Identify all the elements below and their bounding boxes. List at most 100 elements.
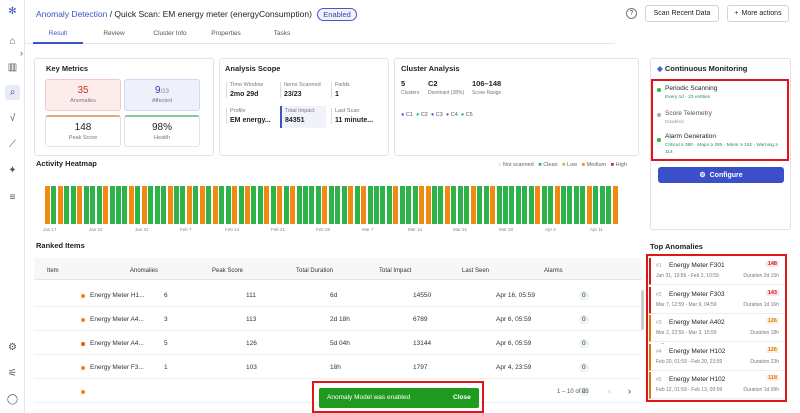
table-scrollbar[interactable]: [641, 290, 644, 330]
heatmap-cell[interactable]: [380, 186, 386, 224]
trend-icon[interactable]: ⟋: [9, 139, 16, 150]
monitor-item-name[interactable]: Alarm Generation: [665, 133, 716, 140]
heatmap-cell[interactable]: [393, 186, 399, 224]
heatmap-cell[interactable]: [186, 186, 192, 224]
app-logo-icon[interactable]: ✻: [8, 6, 17, 17]
tab-review[interactable]: Review: [103, 30, 125, 37]
heatmap-cell[interactable]: [270, 186, 276, 224]
anomaly-card[interactable]: #3 Energy Meter A402 Mar 2, 22:59 - Mar 3,…: [649, 315, 784, 342]
anomaly-card[interactable]: #5 Energy Meter H102 Feb 12, 01:59 - Feb 1…: [649, 372, 784, 399]
heatmap-cell[interactable]: [219, 186, 225, 224]
heatmap-cell[interactable]: [264, 186, 270, 224]
chart-bar-icon[interactable]: ▥: [7, 62, 18, 73]
tab-properties[interactable]: Properties: [211, 30, 241, 37]
heatmap-cell[interactable]: [109, 186, 115, 224]
heatmap-cell[interactable]: [199, 186, 205, 224]
heatmap-cell[interactable]: [322, 186, 328, 224]
anomaly-card[interactable]: #2 Energy Meter F303 Mar 7, 12:59 - Mar 9,…: [649, 286, 784, 314]
column-header-anomalies[interactable]: Anomalies: [130, 268, 159, 274]
table-row[interactable]: Energy Meter F3... 1 103 18h 1797 Apr 4, 23:5…: [34, 355, 666, 379]
heatmap-cell[interactable]: [328, 186, 334, 224]
heatmap-cell[interactable]: [128, 186, 134, 224]
tab-result[interactable]: Result: [33, 30, 83, 44]
heatmap-cell[interactable]: [483, 186, 489, 224]
anomaly-card[interactable]: #1 Energy Meter F301 Jan 31, 10:59 - Feb 2…: [649, 258, 784, 285]
heatmap-cell[interactable]: [135, 186, 141, 224]
heatmap-cell[interactable]: [161, 186, 167, 224]
heatmap-cell[interactable]: [528, 186, 534, 224]
column-header-item[interactable]: Item: [47, 268, 59, 274]
heatmap-cell[interactable]: [496, 186, 502, 224]
heatmap-cell[interactable]: [432, 186, 437, 224]
heatmap-cell[interactable]: [212, 186, 218, 224]
heatmap-cell[interactable]: [174, 186, 179, 224]
home-icon[interactable]: ⌂: [9, 36, 16, 47]
heatmap-cell[interactable]: [419, 186, 425, 224]
heatmap-cell[interactable]: [141, 186, 147, 224]
heatmap-cell[interactable]: [561, 186, 566, 224]
heatmap-cell[interactable]: [541, 186, 547, 224]
heatmap-cell[interactable]: [232, 186, 238, 224]
heatmap-cell[interactable]: [154, 186, 160, 224]
monitor-item-name[interactable]: Score Telemetry: [665, 110, 712, 117]
heatmap-cell[interactable]: [296, 186, 302, 224]
heatmap-cell[interactable]: [341, 186, 347, 224]
heatmap-cell[interactable]: [277, 186, 283, 224]
heatmap-cell[interactable]: [206, 186, 212, 224]
menu-icon[interactable]: ≡: [9, 192, 16, 203]
heatmap-cell[interactable]: [399, 186, 405, 224]
prev-page-icon[interactable]: ‹: [608, 386, 611, 396]
heatmap-cell[interactable]: [612, 186, 618, 224]
heatmap-cell[interactable]: [425, 186, 431, 224]
heatmap-cell[interactable]: [83, 186, 89, 224]
heatmap-cell[interactable]: [335, 186, 341, 224]
toast-close-button[interactable]: Close: [453, 394, 471, 401]
column-header-alarms[interactable]: Alarms: [544, 268, 563, 274]
heatmap-cell[interactable]: [548, 186, 554, 224]
sliders-icon[interactable]: ⚟: [8, 368, 17, 379]
heatmap-cell[interactable]: [457, 186, 463, 224]
heatmap-cell[interactable]: [180, 186, 186, 224]
next-page-icon[interactable]: ›: [628, 386, 631, 396]
settings-icon[interactable]: ⚙: [8, 342, 17, 353]
heatmap-cell[interactable]: [244, 186, 250, 224]
heatmap-cell[interactable]: [315, 186, 321, 224]
heatmap-cell[interactable]: [373, 186, 379, 224]
heatmap-cell[interactable]: [593, 186, 599, 224]
tab-cluster-info[interactable]: Cluster Info: [153, 30, 187, 37]
heatmap-cell[interactable]: [309, 186, 315, 224]
column-header-peak-score[interactable]: Peak Score: [212, 268, 244, 274]
heatmap-cell[interactable]: [70, 186, 76, 224]
heatmap-cell[interactable]: [444, 186, 450, 224]
column-header-last-seen[interactable]: Last Seen: [462, 268, 490, 274]
heatmap-cell[interactable]: [167, 186, 173, 224]
heatmap-cell[interactable]: [464, 186, 470, 224]
heatmap-cell[interactable]: [477, 186, 483, 224]
heatmap-cell[interactable]: [354, 186, 360, 224]
heatmap-cell[interactable]: [386, 186, 392, 224]
column-header-total-impact[interactable]: Total Impact: [379, 268, 412, 274]
heatmap-cell[interactable]: [509, 186, 515, 224]
help-icon[interactable]: ?: [626, 8, 637, 19]
heatmap-cell[interactable]: [470, 186, 476, 224]
heatmap-cell[interactable]: [502, 186, 508, 224]
heatmap-cell[interactable]: [554, 186, 560, 224]
heatmap-cell[interactable]: [412, 186, 418, 224]
heatmap-cell[interactable]: [567, 186, 573, 224]
heatmap-cell[interactable]: [451, 186, 457, 224]
expand-chevron-icon[interactable]: ›: [20, 47, 23, 58]
heatmap-cell[interactable]: [490, 186, 496, 224]
heatmap-cell[interactable]: [103, 186, 109, 224]
heatmap-cell[interactable]: [406, 186, 412, 224]
heatmap-cell[interactable]: [290, 186, 296, 224]
heatmap-cell[interactable]: [238, 186, 244, 224]
heatmap-cell[interactable]: [348, 186, 354, 224]
heatmap-cell[interactable]: [225, 186, 231, 224]
heatmap-cell[interactable]: [438, 186, 444, 224]
more-actions-button[interactable]: + More actions: [727, 5, 789, 22]
scan-recent-data-button[interactable]: Scan Recent Data: [645, 5, 719, 22]
table-row[interactable]: Energy Meter A4... 5 126 5d 04h 13144 Apr 6, …: [34, 331, 666, 355]
breadcrumb-link[interactable]: Anomaly Detection: [36, 9, 108, 19]
heatmap-cell[interactable]: [283, 186, 289, 224]
heatmap-cell[interactable]: [51, 186, 57, 224]
